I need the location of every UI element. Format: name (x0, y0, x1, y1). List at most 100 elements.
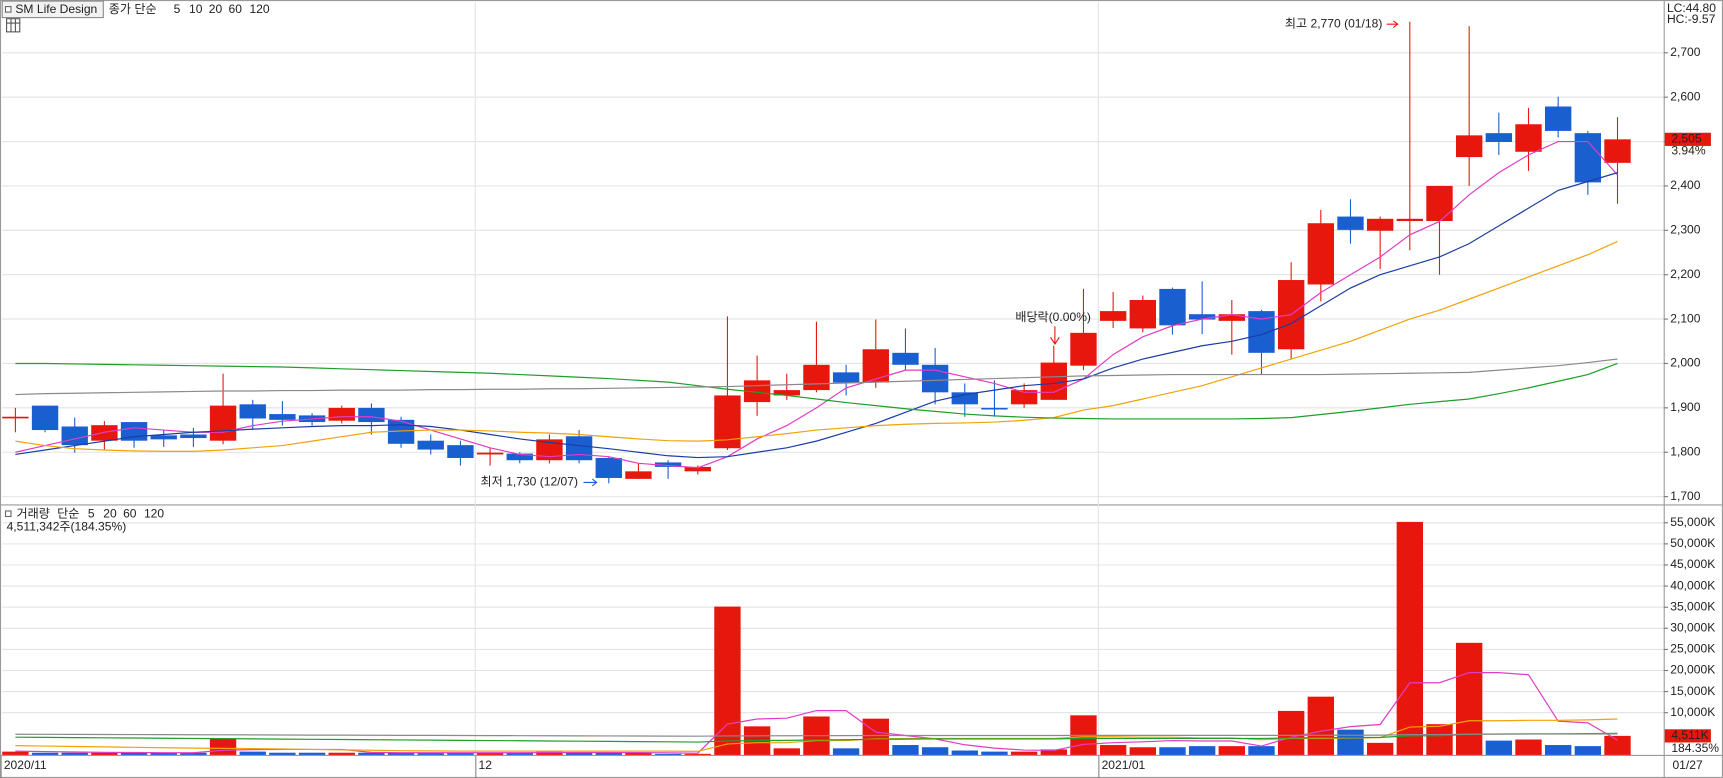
volume-bar (1218, 746, 1245, 755)
candle-body (1426, 185, 1453, 222)
candle-body (1485, 133, 1513, 143)
volume-bar (1485, 740, 1513, 755)
x-tick-label: 2021/01 (1102, 758, 1146, 772)
y-tick-label: 30,000K (1670, 620, 1715, 634)
volume-bar (951, 750, 978, 755)
volume-bar (2, 751, 29, 755)
candle-body (1455, 135, 1483, 158)
candle-body (1574, 133, 1602, 183)
volume-bar (654, 753, 682, 755)
candle-body (1159, 288, 1186, 326)
volume-bar (447, 752, 474, 755)
title-box (1, 0, 104, 19)
candle-body (862, 349, 889, 383)
volume-bar (1455, 642, 1483, 755)
x-tick-label: 2020/11 (4, 758, 47, 772)
table-icon[interactable] (6, 18, 21, 33)
volume-bar (1010, 751, 1038, 755)
volume-bar (1574, 746, 1602, 755)
candle-body (328, 407, 355, 421)
y-tick-label: 2,100 (1670, 311, 1701, 325)
y-tick-label: 50,000K (1670, 536, 1715, 550)
volume-bar (862, 718, 889, 755)
candle-body (1040, 362, 1067, 400)
candle-body (269, 414, 296, 420)
volume-bar (31, 752, 59, 755)
volume-change: 184.35% (1671, 741, 1719, 755)
volume-bar (209, 738, 237, 755)
legend-entry: 120 (249, 2, 269, 16)
candle-body (1129, 300, 1156, 329)
y-tick-label: 2,300 (1670, 223, 1701, 237)
y-tick-label: 2,700 (1670, 45, 1701, 59)
legend-entry: 60 (229, 2, 243, 16)
volume-bar (120, 752, 148, 755)
candle-body (1337, 216, 1364, 230)
volume-bar (1366, 742, 1394, 755)
candle-body (684, 466, 711, 472)
volume-bar (892, 745, 919, 755)
volume-bar (476, 752, 504, 755)
volume-bar (1426, 724, 1453, 755)
y-tick-label: 45,000K (1670, 557, 1715, 571)
volume-bar (1515, 739, 1542, 755)
y-tick-label: 2,200 (1670, 267, 1701, 281)
y-tick-label: 40,000K (1670, 578, 1715, 592)
legend-entry: 5 (174, 2, 181, 16)
volume-bar (773, 748, 800, 755)
volume-average-line (15, 733, 1618, 737)
volume-bar (506, 752, 533, 755)
volume-bar (1604, 735, 1631, 755)
candle-body (832, 372, 860, 383)
volume-bar (625, 752, 652, 755)
high-arrow (1386, 20, 1399, 28)
volume-bar (832, 748, 860, 755)
moving-average-line (15, 172, 1618, 459)
candle-body (981, 407, 1008, 410)
last-volume-label: 4,511K (1671, 728, 1708, 742)
y-tick-label: 55,000K (1670, 515, 1715, 529)
candle-body (2, 416, 29, 419)
last-price-tag (1664, 132, 1711, 146)
legend-entry: 60 (123, 506, 137, 520)
volume-bar (1396, 521, 1424, 755)
candle-body (1099, 311, 1127, 321)
volume-bar (565, 752, 593, 755)
candle-body (180, 434, 207, 439)
candle-body (595, 458, 622, 478)
ex-dividend-annotation: 배당락(0.00%) (1015, 310, 1091, 324)
candle-body (31, 405, 59, 431)
volume-bar (1129, 747, 1156, 755)
candle-body (239, 404, 266, 419)
hc-value: HC:-9.57 (1667, 12, 1716, 26)
x-tick-label: 01/27 (1672, 758, 1703, 772)
volume-bar (1248, 746, 1275, 755)
volume-bar (180, 752, 207, 755)
title-icon (4, 510, 12, 518)
candle-body (625, 471, 652, 479)
candle-body (1010, 390, 1038, 405)
candle-body (209, 405, 237, 441)
lc-value: LC:44.80 (1667, 1, 1716, 15)
candle-body (150, 435, 177, 440)
volume-bar (358, 752, 385, 755)
panel-title: 거래량 (16, 506, 49, 520)
y-tick-label: 10,000K (1670, 705, 1715, 719)
candle-body (1604, 139, 1631, 163)
candle-body (1396, 218, 1424, 222)
volume-bar (921, 747, 949, 755)
y-tick-label: 25,000K (1670, 642, 1715, 656)
candle-body (773, 390, 800, 396)
volume-bar (269, 752, 296, 755)
volume-bar (417, 752, 444, 755)
legend-entry: 5 (88, 506, 95, 520)
moving-average-line (15, 240, 1618, 452)
volume-bar (714, 606, 741, 755)
candle-body (951, 392, 978, 405)
grid (0, 2, 1669, 778)
legend-entry: 20 (209, 2, 223, 16)
volume-bar (1277, 710, 1305, 755)
candle-body (476, 452, 504, 455)
